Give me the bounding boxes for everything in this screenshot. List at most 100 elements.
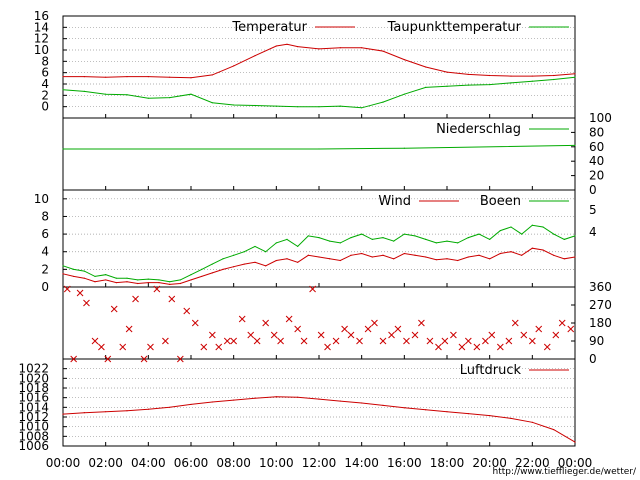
data-point-Temperatur xyxy=(62,76,64,78)
panel-frames xyxy=(62,15,576,447)
data-point-Wind xyxy=(297,261,299,263)
data-point-Taupunkttemperatur xyxy=(62,89,64,91)
data-point-Temperatur xyxy=(233,65,235,67)
data-point-Wind xyxy=(190,279,192,281)
y-tick-label: 1018 xyxy=(18,381,49,395)
data-point-Boeen xyxy=(318,237,320,239)
wind-direction-point xyxy=(435,343,442,351)
data-point-Temperatur xyxy=(211,74,213,76)
wind-direction-point xyxy=(394,325,402,333)
data-point-Boeen xyxy=(275,242,277,244)
data-point-Temperatur xyxy=(275,45,277,47)
data-point-Boeen xyxy=(62,265,64,267)
data-point-Boeen xyxy=(265,251,267,253)
data-point-Wind xyxy=(574,256,576,258)
wind-direction-point xyxy=(535,325,543,333)
data-point-Boeen xyxy=(179,279,181,281)
data-point-Temperatur xyxy=(425,66,427,68)
data-point-Wind xyxy=(137,282,139,285)
wind-direction-point xyxy=(215,343,223,351)
wind-direction-point xyxy=(528,337,536,345)
data-point-Wind xyxy=(542,249,544,251)
data-point-Luftdruck xyxy=(318,398,320,400)
wind-direction-point xyxy=(183,307,191,315)
data-point-Taupunkttemperatur xyxy=(446,85,448,87)
y-tick-label: 80 xyxy=(589,125,604,139)
data-point-Temperatur xyxy=(190,77,192,79)
data-point-Temperatur xyxy=(574,73,576,75)
data-point-Temperatur xyxy=(361,47,363,49)
y-tick-label: 12 xyxy=(34,32,49,46)
data-point-Wind xyxy=(414,254,416,256)
data-point-Niederschlag xyxy=(62,148,64,150)
y-tick-label: 60 xyxy=(589,140,604,154)
x-tick-label: 12:00 xyxy=(302,456,337,470)
data-point-Luftdruck xyxy=(403,407,405,409)
y-tick-label: 4 xyxy=(41,77,49,91)
wind-direction-point xyxy=(132,295,139,303)
data-point-Luftdruck xyxy=(62,413,64,415)
data-point-Niederschlag xyxy=(574,144,576,146)
data-point-Wind xyxy=(371,256,373,258)
data-point-Boeen xyxy=(403,233,405,235)
data-point-Wind xyxy=(318,256,320,258)
data-point-Boeen xyxy=(542,226,544,228)
data-point-Wind xyxy=(233,266,235,268)
wind-direction-point xyxy=(403,337,410,345)
wind-direction-point xyxy=(324,343,331,351)
data-point-Wind xyxy=(467,256,469,258)
y-tick-label: 16 xyxy=(34,9,49,23)
y-tick-label: 1016 xyxy=(18,391,49,405)
data-point-Boeen xyxy=(137,279,139,281)
data-point-Temperatur xyxy=(467,73,469,75)
y-tick-label: 10 xyxy=(34,192,49,206)
series-line-Niederschlag xyxy=(63,144,576,150)
y-tick-label: 40 xyxy=(589,154,604,168)
data-point-Taupunkttemperatur xyxy=(339,105,341,107)
wind-direction-point xyxy=(341,325,348,333)
wind-direction-point xyxy=(140,355,148,363)
data-point-Boeen xyxy=(94,275,96,278)
data-point-Luftdruck xyxy=(233,399,235,401)
wind-direction-point xyxy=(458,343,466,351)
data-point-Luftdruck xyxy=(105,411,107,413)
wind-direction-point xyxy=(63,285,71,293)
data-point-Wind xyxy=(510,251,512,253)
data-point-Luftdruck xyxy=(83,412,85,414)
data-point-Taupunkttemperatur xyxy=(553,78,555,81)
y-tick-label: 1008 xyxy=(18,429,49,443)
data-point-Boeen xyxy=(297,245,299,248)
series-line-Taupunkttemperatur xyxy=(62,76,576,109)
data-point-Boeen xyxy=(254,245,256,248)
wind-direction-point xyxy=(119,343,127,351)
x-tick-label: 00:00 xyxy=(46,456,81,470)
data-point-Boeen xyxy=(467,237,469,239)
y-tick-label: 1020 xyxy=(18,371,49,385)
wind-direction-point xyxy=(285,315,293,323)
data-point-Taupunkttemperatur xyxy=(574,76,576,78)
wind-direction-point xyxy=(356,337,363,345)
data-point-Boeen xyxy=(361,233,363,235)
source-url[interactable]: http://www.tiefflieger.de/wetter/ xyxy=(493,467,637,477)
data-point-Temperatur xyxy=(446,71,448,73)
data-point-Wind xyxy=(254,261,256,263)
legends: Taupunkttemperatur Temperatur Niederschlag… xyxy=(231,20,569,378)
data-point-Taupunkttemperatur xyxy=(531,80,533,82)
wind-direction-point xyxy=(543,343,551,351)
data-point-Wind xyxy=(126,281,128,283)
data-point-Taupunkttemperatur xyxy=(211,102,213,104)
data-point-Niederschlag xyxy=(318,148,320,150)
data-point-Luftdruck xyxy=(297,396,299,398)
data-point-Wind xyxy=(382,254,384,256)
data-point-Boeen xyxy=(190,274,192,276)
wind-direction-point xyxy=(110,305,118,313)
grid-lines xyxy=(63,26,575,437)
wind-direction-point xyxy=(168,295,176,303)
data-point-Wind xyxy=(83,277,85,279)
wind-direction-point xyxy=(464,337,472,345)
data-point-Wind xyxy=(361,252,363,255)
data-point-Temperatur xyxy=(553,74,555,77)
data-point-Wind xyxy=(489,258,491,260)
data-point-Temperatur xyxy=(83,76,85,78)
legend-label: Taupunkttemperatur xyxy=(387,20,522,35)
